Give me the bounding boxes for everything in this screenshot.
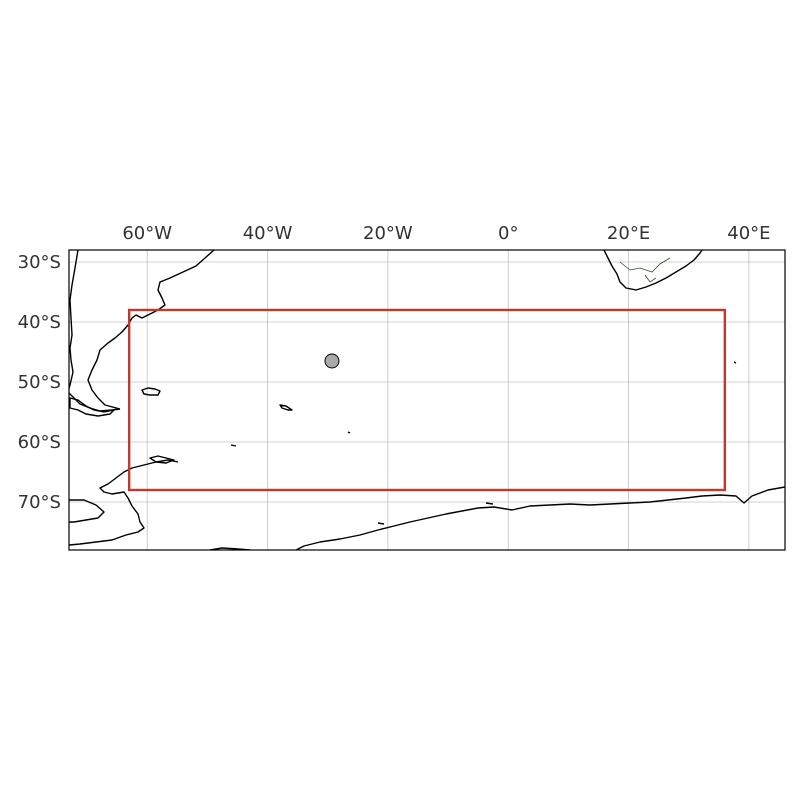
y-tick-label: 70°S bbox=[18, 492, 61, 513]
location-marker bbox=[324, 353, 340, 369]
tierra-del-fuego-coastline bbox=[69, 397, 115, 417]
bouvet-island-coastline bbox=[347, 431, 351, 434]
y-tick-label: 40°S bbox=[18, 312, 61, 333]
x-tick-label: 40°E bbox=[727, 223, 770, 244]
south-africa-border bbox=[619, 257, 671, 273]
south-georgia-coastline bbox=[279, 404, 293, 411]
weddell-island-coastline bbox=[69, 499, 105, 523]
x-tick-label: 60°W bbox=[122, 223, 172, 244]
y-tick-label: 60°S bbox=[18, 432, 61, 453]
map-background bbox=[69, 250, 785, 550]
lesotho-border bbox=[644, 274, 657, 283]
southern-africa-coastline bbox=[603, 250, 703, 291]
x-tick-label: 20°W bbox=[363, 223, 413, 244]
coastlines bbox=[69, 250, 785, 550]
south-sandwich-islands-coastline bbox=[230, 444, 237, 447]
gridlines bbox=[69, 250, 785, 550]
y-tick-label: 50°S bbox=[18, 372, 61, 393]
country-borders bbox=[619, 257, 671, 283]
x-tick-labels: 60°W 40°W 20°W 0° 20°E 40°E bbox=[122, 223, 770, 244]
coastal-island-1 bbox=[377, 522, 385, 525]
south-orkney-islands-coastline bbox=[149, 455, 175, 464]
prince-edward-island-coastline bbox=[733, 361, 737, 364]
y-tick-labels: 30°S 40°S 50°S 60°S 70°S bbox=[18, 252, 61, 513]
x-tick-label: 0° bbox=[498, 223, 518, 244]
y-tick-label: 30°S bbox=[18, 252, 61, 273]
region-box bbox=[127, 308, 727, 492]
x-tick-label: 40°W bbox=[243, 223, 293, 244]
antarctic-peninsula-coastline bbox=[69, 459, 179, 546]
coastal-island-2 bbox=[485, 502, 494, 505]
falklands-coastline bbox=[141, 387, 161, 396]
x-tick-label: 20°E bbox=[607, 223, 650, 244]
map-frame bbox=[68, 249, 786, 551]
